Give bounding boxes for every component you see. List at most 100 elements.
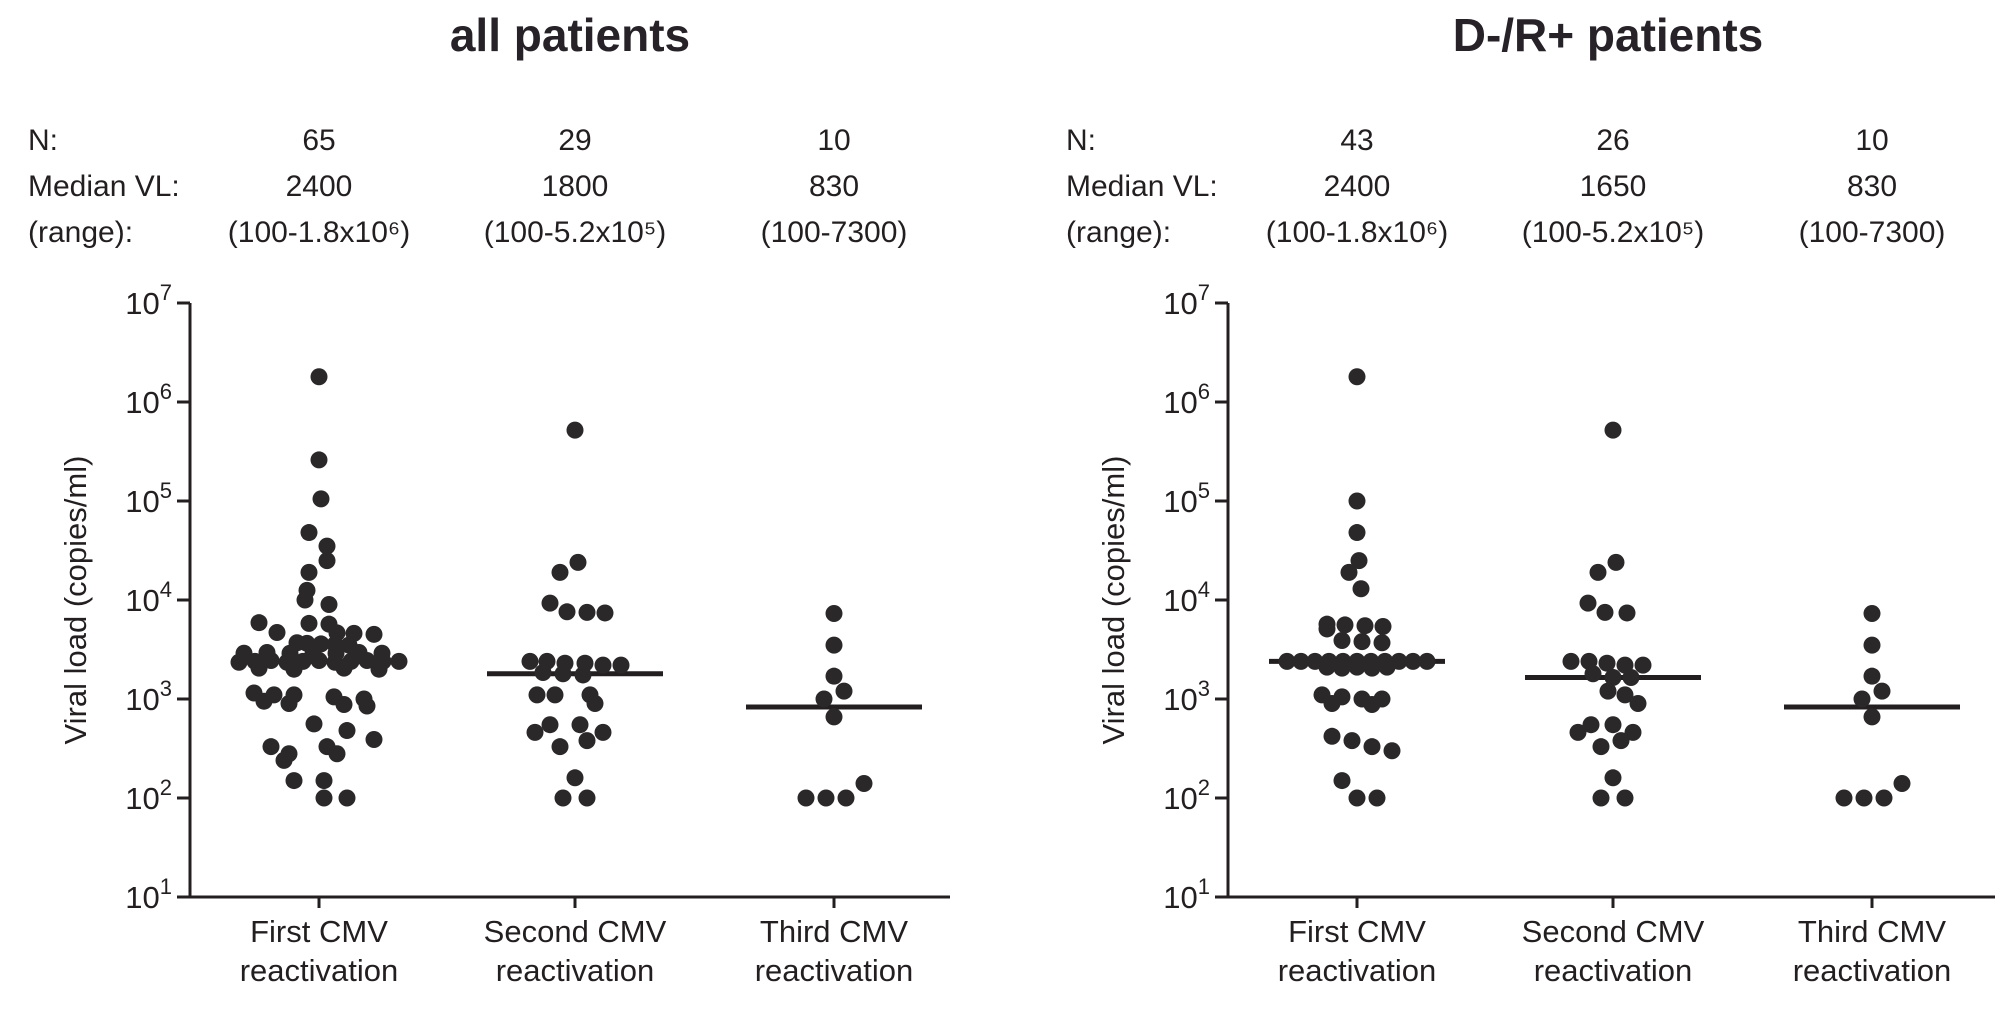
data-point	[526, 723, 544, 741]
data-point	[825, 605, 843, 623]
y-tick-label: 107	[1163, 280, 1210, 321]
panel-title-dr-patients: D-/R+ patients	[1452, 9, 1764, 61]
y-tick-label: 101	[1163, 874, 1210, 915]
n-value: 43	[1340, 124, 1374, 157]
data-point	[318, 537, 336, 555]
data-point	[551, 563, 569, 581]
data-point	[250, 659, 268, 677]
data-point	[554, 665, 572, 683]
median-value: 830	[808, 170, 860, 203]
x-category-label: Second CMV reactivation	[435, 912, 715, 990]
y-axis-label: Viral load (copies/ml)	[1096, 455, 1131, 745]
median-value: 830	[1846, 170, 1898, 203]
y-tick-label: 103	[1163, 676, 1210, 717]
data-point	[285, 660, 303, 678]
data-point	[310, 651, 328, 669]
data-point	[1604, 421, 1622, 439]
x-category-line1: First CMV	[1288, 914, 1426, 949]
median-value: 2400	[1323, 170, 1391, 203]
data-point	[318, 552, 336, 570]
data-point	[1598, 654, 1616, 672]
data-point	[578, 603, 596, 621]
data-point	[1333, 772, 1351, 790]
data-point	[1875, 789, 1893, 807]
data-point	[541, 716, 559, 734]
n-value: 10	[1855, 124, 1889, 157]
median-value: 1800	[541, 170, 609, 203]
x-category-label: Third CMV reactivation	[1732, 912, 2000, 990]
data-point	[275, 751, 293, 769]
data-point	[1352, 580, 1370, 598]
range-label: (range):	[28, 216, 134, 249]
y-axis-label: Viral load (copies/ml)	[58, 455, 93, 745]
y-tick-label: 104	[1163, 577, 1210, 618]
data-point	[315, 789, 333, 807]
data-point	[574, 666, 592, 684]
data-point	[1863, 708, 1881, 726]
data-point	[1579, 594, 1597, 612]
x-category-line2: reactivation	[1533, 953, 1693, 988]
data-point	[815, 690, 833, 708]
data-point	[566, 421, 584, 439]
data-point	[1634, 656, 1652, 674]
n-value: 26	[1596, 124, 1630, 157]
range-value: (100-5.2x10⁵)	[1521, 216, 1705, 249]
data-point	[1584, 665, 1602, 683]
data-point	[335, 695, 353, 713]
x-category-line2: reactivation	[495, 953, 655, 988]
data-point	[578, 732, 596, 750]
data-point	[358, 651, 376, 669]
data-point	[365, 625, 383, 643]
panel-title-all-patients: all patients	[449, 9, 691, 61]
data-point	[546, 686, 564, 704]
x-category-line1: Second CMV	[1521, 914, 1705, 949]
y-tick-label: 101	[125, 874, 172, 915]
data-point	[1863, 605, 1881, 623]
data-point	[825, 708, 843, 726]
data-point	[594, 723, 612, 741]
data-point	[594, 656, 612, 674]
data-point	[1604, 769, 1622, 787]
data-point	[1353, 633, 1371, 651]
data-point	[1340, 563, 1358, 581]
x-category-line2: reactivation	[1792, 953, 1952, 988]
data-point	[230, 653, 248, 671]
range-value: (100-1.8x10⁶)	[1265, 216, 1449, 249]
x-category-line1: Third CMV	[759, 914, 909, 949]
data-point	[338, 722, 356, 740]
data-point	[817, 789, 835, 807]
data-point	[1893, 775, 1911, 793]
data-point	[1835, 789, 1853, 807]
data-point	[1592, 738, 1610, 756]
x-category-line2: reactivation	[754, 953, 914, 988]
data-point	[1363, 695, 1381, 713]
data-point	[1618, 604, 1636, 622]
median-label: Median VL:	[1066, 170, 1218, 203]
y-tick-label: 105	[125, 478, 172, 519]
data-point	[1350, 552, 1368, 570]
data-point	[521, 652, 539, 670]
range-value: (100-5.2x10⁵)	[483, 216, 667, 249]
x-category-label: Second CMV reactivation	[1473, 912, 1753, 990]
data-point	[1336, 616, 1354, 634]
data-point	[571, 716, 589, 734]
median-value: 2400	[285, 170, 353, 203]
data-point	[1418, 652, 1436, 670]
data-point	[262, 738, 280, 756]
n-label: N:	[28, 124, 58, 157]
data-point	[1356, 617, 1374, 635]
data-point	[335, 659, 353, 677]
data-point	[1582, 716, 1600, 734]
data-point	[1622, 668, 1640, 686]
y-tick-label: 102	[1163, 775, 1210, 816]
data-point	[255, 692, 273, 710]
y-tick-label: 103	[125, 676, 172, 717]
data-point	[1607, 553, 1625, 571]
data-point	[1348, 789, 1366, 807]
data-point	[1562, 652, 1580, 670]
x-category-label: Third CMV reactivation	[694, 912, 974, 990]
data-point	[1318, 620, 1336, 638]
data-point	[612, 656, 630, 674]
data-point	[300, 614, 318, 632]
